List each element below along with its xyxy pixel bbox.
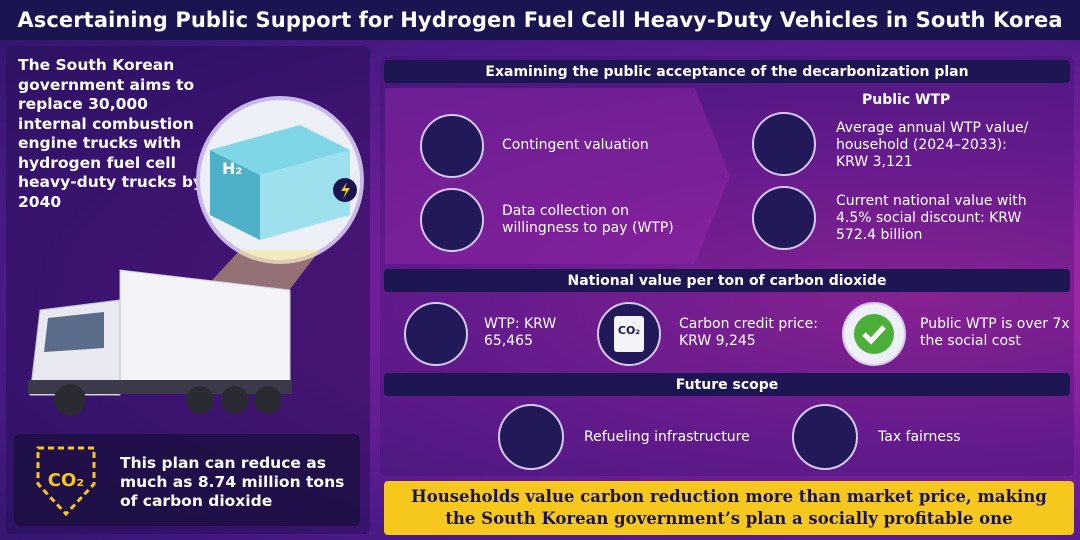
database-icon <box>420 188 484 252</box>
co2-label: CO₂ <box>618 324 640 337</box>
intro-text: The South Korean government aims to repl… <box>18 56 204 211</box>
conclusion-banner: Households value carbon reduction more t… <box>384 481 1074 535</box>
check-circle <box>854 314 894 354</box>
valuation-icon <box>420 114 484 178</box>
value-text: Public WTP is over 7x the social cost <box>920 316 1070 349</box>
value-text: WTP: KRW 65,465 <box>484 316 557 349</box>
house-icon <box>752 112 816 176</box>
wheel <box>186 386 214 414</box>
growth-icon <box>752 186 816 250</box>
document-icon: CO₂ <box>614 316 644 352</box>
section-heading: National value per ton of carbon dioxide <box>384 269 1070 292</box>
trailer <box>119 269 291 391</box>
method-text: Data collection on willingness to pay (W… <box>502 203 674 236</box>
check-mark <box>854 314 894 354</box>
result-text: Average annual WTP value/ household (202… <box>836 120 1029 170</box>
container-right <box>260 150 350 240</box>
windshield <box>44 312 104 352</box>
section-heading: Future scope <box>384 373 1070 396</box>
arrow-outline <box>36 446 96 517</box>
wheel <box>221 386 249 414</box>
reduction-text: This plan can reduce as much as 8.74 mil… <box>120 454 345 510</box>
container-left <box>210 150 260 240</box>
document <box>614 316 644 352</box>
wheel <box>254 386 282 414</box>
wheel <box>54 384 86 416</box>
title: Ascertaining Public Support for Hydrogen… <box>0 0 1080 40</box>
money-icon <box>404 302 468 366</box>
right-panel <box>380 56 1074 476</box>
bolt <box>341 182 350 199</box>
method-text: Contingent valuation <box>502 137 649 153</box>
value-text: Carbon credit price: KRW 9,245 <box>679 316 818 349</box>
check <box>862 325 886 345</box>
scope-text: Tax fairness <box>878 429 961 445</box>
container-label: H₂ <box>222 159 242 178</box>
scope-text: Refueling infrastructure <box>584 429 750 445</box>
wtp-heading: Public WTP <box>862 92 951 108</box>
container-top <box>210 125 350 175</box>
fuel-icon <box>498 404 564 470</box>
section-heading: Examining the public acceptance of the d… <box>384 60 1070 83</box>
scale-icon <box>792 404 858 470</box>
truck-illustration: H₂ <box>28 96 364 416</box>
result-text: Current national value with 4.5% social … <box>836 193 1027 243</box>
co2-icon: CO₂ <box>36 446 96 517</box>
co2-label: CO₂ <box>48 470 84 491</box>
